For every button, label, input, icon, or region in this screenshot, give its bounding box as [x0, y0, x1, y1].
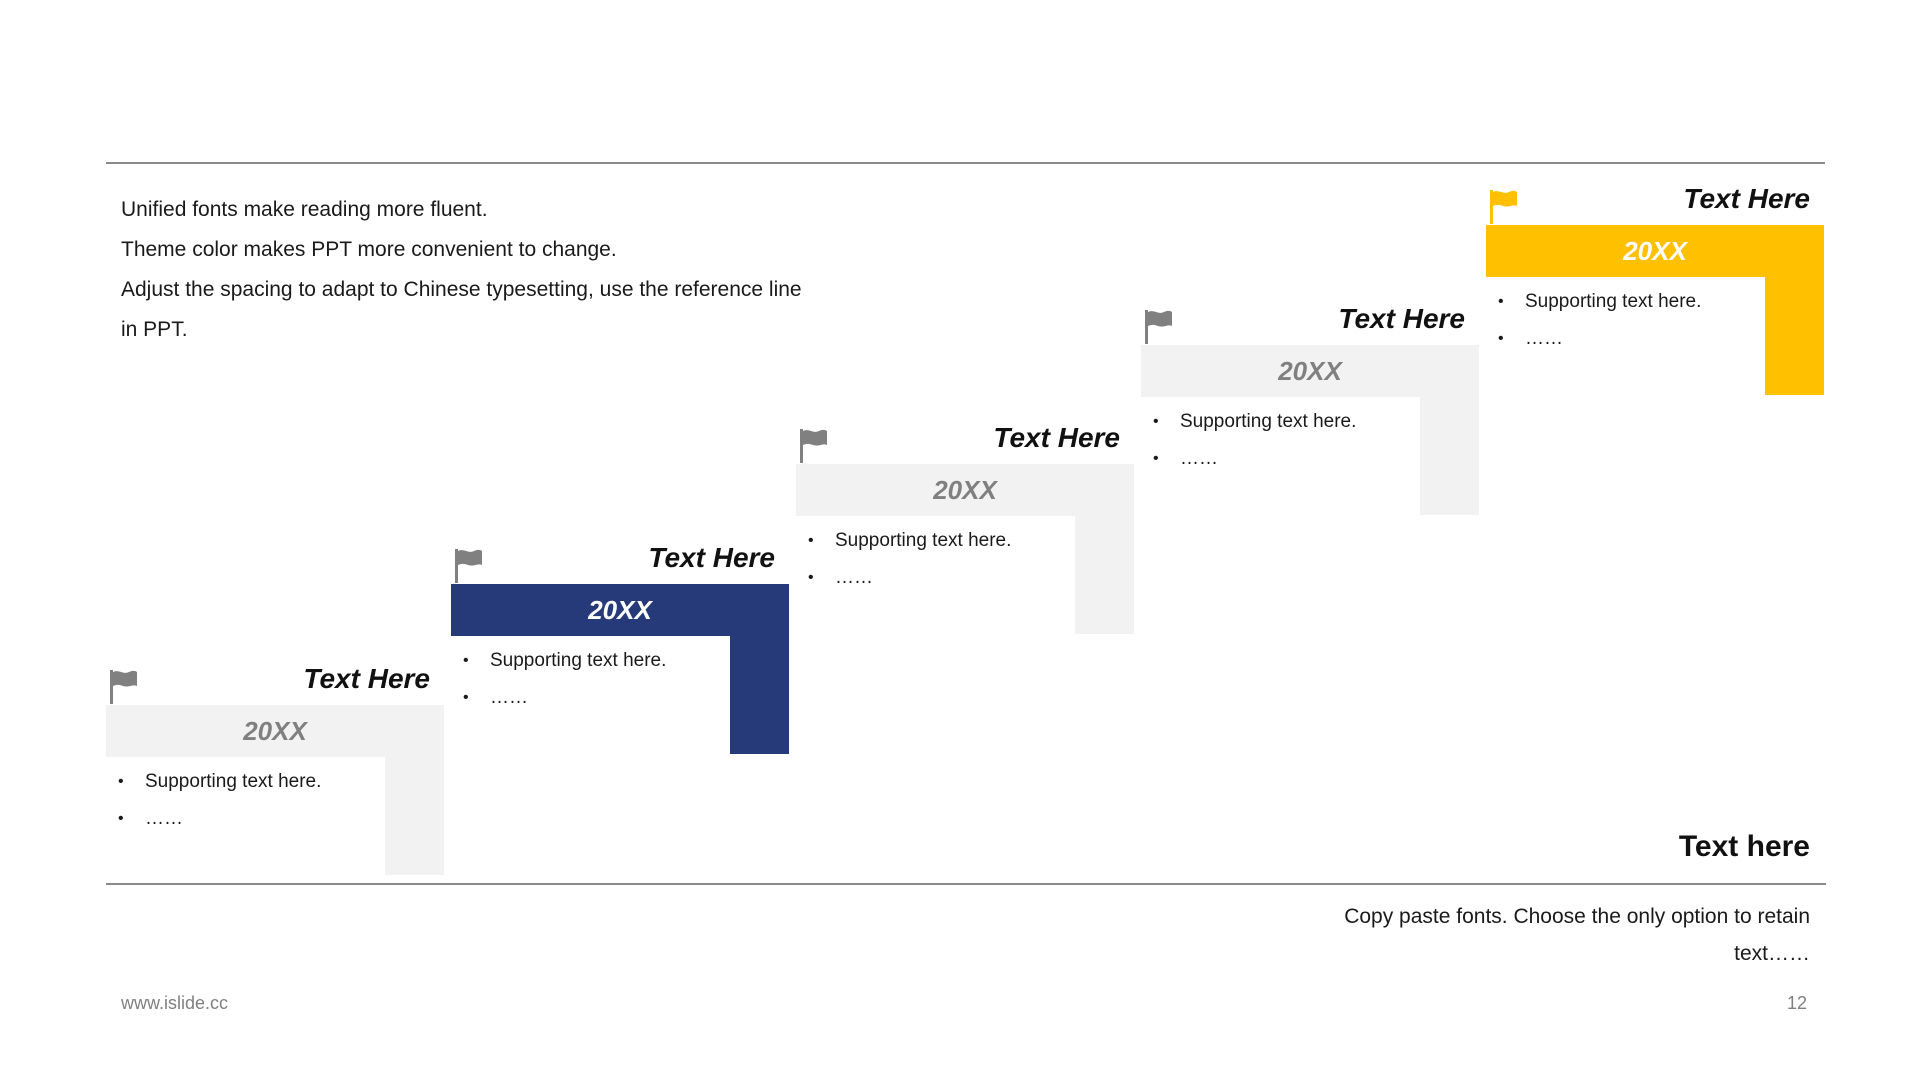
- step-column: [1765, 277, 1824, 395]
- step-title: Text Here: [648, 542, 775, 573]
- footer-title: Text here: [1678, 830, 1810, 863]
- flag-icon: [1490, 190, 1517, 224]
- flag-icon: [800, 429, 827, 463]
- flag-icon: [110, 670, 137, 704]
- list-item: ……: [1153, 446, 1356, 483]
- year-bar: 20XX: [1141, 345, 1479, 397]
- bullet-list: Supporting text here. ……: [808, 528, 1011, 602]
- flag-icon: [1145, 310, 1172, 344]
- list-item: Supporting text here.: [463, 648, 666, 685]
- timeline-step-2: Text Here 20XX Supporting text here. ……: [451, 542, 789, 781]
- list-item: ……: [808, 565, 1011, 602]
- bottom-divider: [106, 883, 1826, 885]
- step-title: Text Here: [993, 422, 1120, 453]
- intro-line-4: in PPT.: [121, 318, 188, 341]
- footer-text: Copy paste fonts. Choose the only option…: [1344, 905, 1810, 965]
- step-title: Text Here: [1683, 183, 1810, 214]
- intro-line-3: Adjust the spacing to adapt to Chinese t…: [121, 278, 802, 301]
- bullet-list: Supporting text here. ……: [118, 769, 321, 843]
- list-item: Supporting text here.: [1153, 409, 1356, 446]
- intro-line-1: Unified fonts make reading more fluent.: [121, 198, 488, 221]
- step-column: [1420, 397, 1479, 515]
- flag-icon: [455, 549, 482, 583]
- year-label: 20XX: [588, 594, 652, 625]
- year-bar: 20XX: [451, 584, 789, 636]
- timeline-step-4: Text Here 20XX Supporting text here. ……: [1141, 303, 1479, 542]
- top-divider: [106, 162, 1825, 164]
- bullet-list: Supporting text here. ……: [1153, 409, 1356, 483]
- year-label: 20XX: [243, 715, 307, 746]
- step-title: Text Here: [303, 663, 430, 694]
- step-column: [385, 757, 444, 875]
- timeline-step-3: Text Here 20XX Supporting text here. ……: [796, 422, 1134, 661]
- timeline-step-5: Text Here 20XX Supporting text here. ……: [1486, 183, 1824, 422]
- year-label: 20XX: [1623, 235, 1687, 266]
- list-item: Supporting text here.: [118, 769, 321, 806]
- list-item: Supporting text here.: [808, 528, 1011, 565]
- step-column: [730, 636, 789, 754]
- bullet-list: Supporting text here. ……: [1498, 289, 1701, 363]
- intro-text: Unified fonts make reading more fluent. …: [121, 190, 841, 350]
- year-bar: 20XX: [1486, 225, 1824, 277]
- bullet-list: Supporting text here. ……: [463, 648, 666, 722]
- step-title: Text Here: [1338, 303, 1465, 334]
- list-item: Supporting text here.: [1498, 289, 1701, 326]
- page-number: 12: [1786, 993, 1807, 1013]
- step-column: [1075, 516, 1134, 634]
- intro-line-2: Theme color makes PPT more convenient to…: [121, 238, 617, 261]
- list-item: ……: [118, 806, 321, 843]
- list-item: ……: [463, 685, 666, 722]
- year-bar: 20XX: [106, 705, 444, 757]
- year-label: 20XX: [933, 474, 997, 505]
- timeline-step-1: Text Here 20XX Supporting text here. ……: [106, 663, 444, 902]
- year-bar: 20XX: [796, 464, 1134, 516]
- site-url: www.islide.cc: [121, 993, 229, 1013]
- year-label: 20XX: [1278, 355, 1342, 386]
- list-item: ……: [1498, 326, 1701, 363]
